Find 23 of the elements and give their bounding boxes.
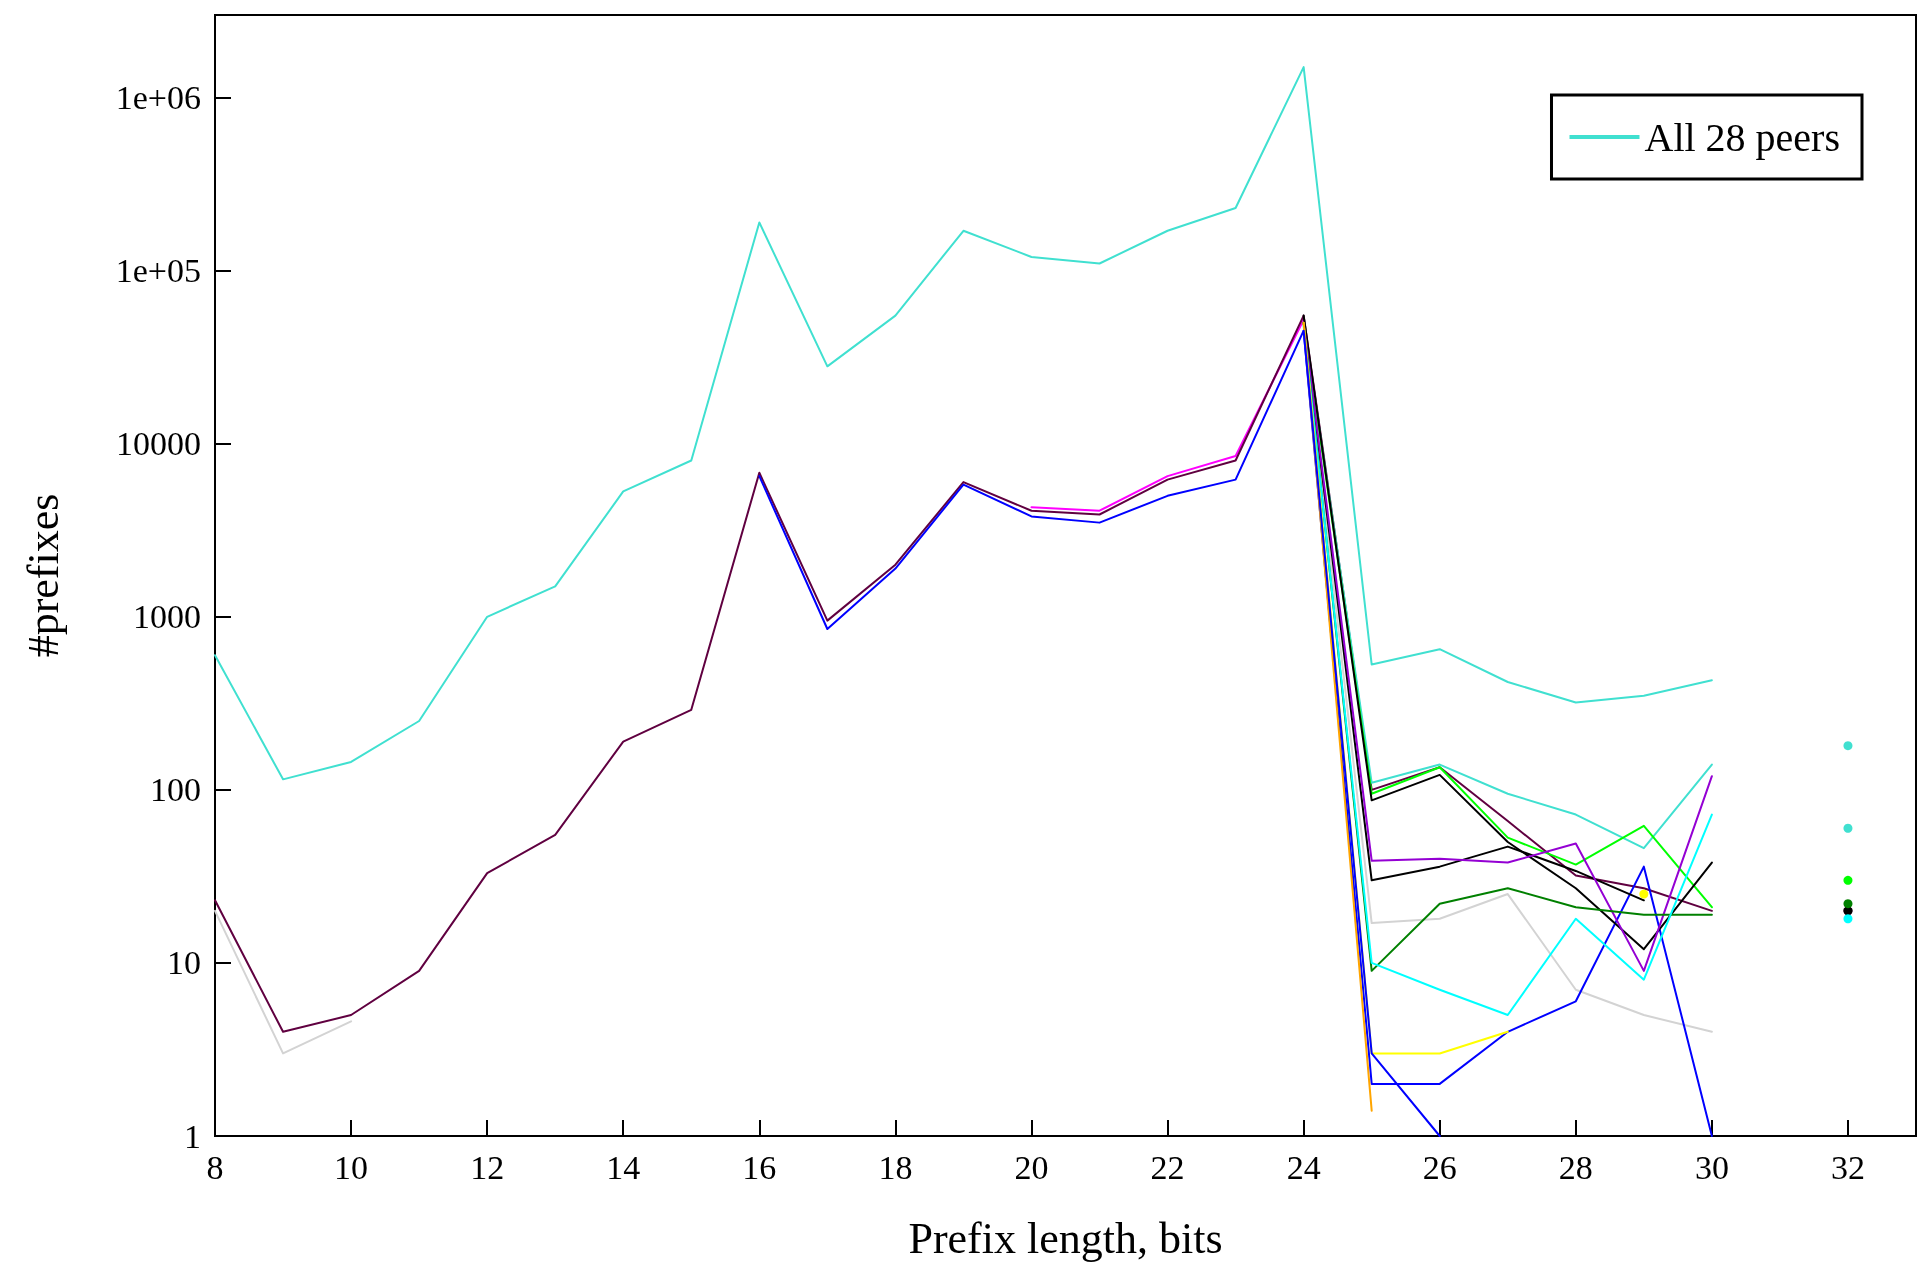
y-tick-label: 1e+05	[115, 252, 201, 290]
x-tick-label: 30	[1694, 1148, 1729, 1186]
y-tick-label: 1e+06	[115, 79, 201, 117]
y-tick-label: 100	[150, 771, 201, 809]
y-tick-label: 1000	[133, 598, 201, 636]
y-tick-label: 10000	[116, 425, 201, 463]
x-tick-label: 32	[1830, 1148, 1865, 1186]
x-tick-label: 14	[606, 1148, 641, 1186]
x-tick-label: 24	[1286, 1148, 1321, 1186]
x-tick-label: 20	[1014, 1148, 1049, 1186]
x-tick-label: 18	[878, 1148, 913, 1186]
y-tick-label: 10	[167, 944, 201, 982]
x-tick-label: 22	[1150, 1148, 1185, 1186]
x-tick-label: 12	[470, 1148, 505, 1186]
x-tick-label: 10	[334, 1148, 369, 1186]
x-axis-title: Prefix length, bits	[908, 1213, 1223, 1263]
legend-label: All 28 peers	[1644, 114, 1841, 160]
x-tick-label: 26	[1422, 1148, 1457, 1186]
x-tick-label: 8	[206, 1148, 224, 1186]
x-tick-label: 28	[1558, 1148, 1593, 1186]
y-axis-title: #prefixes	[18, 493, 68, 658]
x-tick-label: 16	[742, 1148, 777, 1186]
y-tick-label: 1	[184, 1117, 201, 1155]
